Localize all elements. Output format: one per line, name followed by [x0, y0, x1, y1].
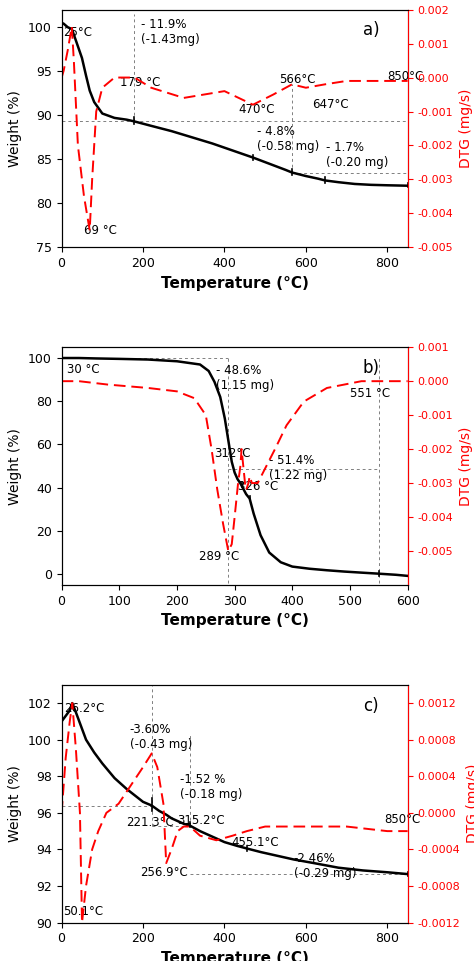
Text: 256.9°C: 256.9°C: [140, 866, 188, 879]
Text: 850°C: 850°C: [387, 70, 424, 83]
X-axis label: Temperature (°C): Temperature (°C): [161, 276, 309, 290]
Text: 326 °C: 326 °C: [237, 480, 278, 493]
Text: 289 °C: 289 °C: [199, 550, 239, 563]
Y-axis label: DTG (mg/s): DTG (mg/s): [459, 88, 473, 168]
Text: 69 °C: 69 °C: [84, 224, 117, 237]
X-axis label: Temperature (°C): Temperature (°C): [161, 613, 309, 628]
Text: 179 °C: 179 °C: [120, 76, 160, 89]
Text: 647°C: 647°C: [312, 98, 348, 111]
Text: 26.2°C: 26.2°C: [64, 702, 105, 715]
Text: b): b): [363, 359, 380, 377]
Text: -1.52 %
(-0.18 mg): -1.52 % (-0.18 mg): [181, 774, 243, 801]
Y-axis label: Weight (%): Weight (%): [9, 90, 22, 167]
X-axis label: Temperature (°C): Temperature (°C): [161, 950, 309, 961]
Text: c): c): [363, 697, 378, 715]
Text: 566°C: 566°C: [279, 73, 316, 86]
Text: 470°C: 470°C: [239, 103, 275, 115]
Text: -3.60%
(-0.43 mg): -3.60% (-0.43 mg): [129, 723, 192, 751]
Y-axis label: Weight (%): Weight (%): [9, 765, 22, 842]
Text: 455.1°C: 455.1°C: [231, 836, 279, 849]
Text: 221.3°C: 221.3°C: [126, 816, 173, 828]
Text: - 11.9%
(-1.43mg): - 11.9% (-1.43mg): [141, 18, 200, 46]
Text: 50.1°C: 50.1°C: [63, 905, 103, 919]
Text: -2.46%
(-0.29 mg): -2.46% (-0.29 mg): [294, 851, 356, 880]
Text: - 1.7%
(-0.20 mg): - 1.7% (-0.20 mg): [326, 141, 389, 169]
Text: 312°C: 312°C: [214, 448, 250, 460]
Text: 25°C: 25°C: [63, 26, 92, 39]
Text: 315.2°C: 315.2°C: [177, 814, 225, 826]
Y-axis label: Weight (%): Weight (%): [9, 428, 22, 505]
Text: a): a): [363, 21, 379, 39]
Y-axis label: DTG (mg/s): DTG (mg/s): [465, 764, 474, 844]
Text: 551 °C: 551 °C: [350, 387, 390, 400]
Text: - 4.8%
(-0.58 mg): - 4.8% (-0.58 mg): [257, 126, 319, 154]
Text: 30 °C: 30 °C: [67, 363, 100, 376]
Y-axis label: DTG (mg/s): DTG (mg/s): [459, 427, 473, 505]
Text: 850°C: 850°C: [384, 813, 421, 825]
Text: - 51.4%
(1.22 mg): - 51.4% (1.22 mg): [269, 454, 328, 482]
Text: - 48.6%
(1.15 mg): - 48.6% (1.15 mg): [216, 364, 274, 392]
